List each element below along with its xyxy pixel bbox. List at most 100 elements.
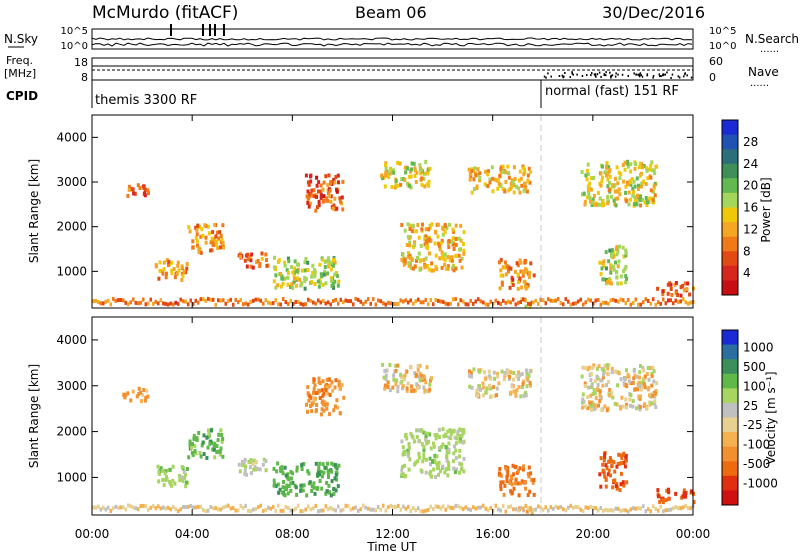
echo-cell: [493, 376, 496, 381]
echo-cell: [143, 191, 147, 196]
echo-cell: [178, 478, 182, 483]
echo-cell: [124, 300, 127, 305]
echo-cell: [527, 275, 531, 280]
echo-cell: [451, 459, 455, 464]
echo-cell: [219, 245, 222, 250]
echo-cell: [689, 300, 692, 305]
echo-cell: [257, 297, 260, 302]
echo-cell: [334, 473, 338, 478]
echo-cell: [326, 391, 330, 396]
echo-cell: [459, 505, 462, 510]
echo-cell: [318, 262, 322, 267]
echo-cell: [335, 477, 339, 482]
echo-cell: [504, 509, 507, 514]
echo-cell: [622, 381, 626, 386]
date-label: 30/Dec/2016: [602, 3, 705, 22]
cpid-label: CPID: [6, 89, 38, 103]
echo-cell: [339, 297, 342, 302]
nave-dot: [571, 72, 573, 75]
echo-cell: [608, 459, 612, 464]
echo-cell: [629, 182, 633, 187]
echo-cell: [580, 192, 584, 197]
echo-cell: [619, 297, 622, 302]
echo-cell: [488, 383, 491, 388]
echo-cell: [438, 256, 442, 261]
echo-cell: [359, 507, 362, 512]
echo-cell: [254, 460, 258, 465]
colorbar-tick-label: 1000: [743, 340, 774, 354]
echo-cell: [447, 241, 450, 246]
echo-cell: [614, 260, 617, 265]
echo-cell: [447, 441, 451, 446]
echo-cell: [319, 195, 323, 200]
echo-cell: [506, 164, 510, 169]
nave-dot: [591, 72, 593, 75]
echo-cell: [382, 301, 385, 306]
nave-dot: [547, 72, 549, 75]
echo-cell: [581, 405, 584, 410]
echo-cell: [418, 378, 422, 383]
echo-cell: [311, 263, 315, 268]
echo-cell: [317, 203, 321, 208]
echo-cell: [621, 404, 625, 409]
echo-cell: [267, 505, 270, 510]
echo-cell: [333, 196, 337, 201]
echo-cell: [162, 301, 165, 306]
echo-cell: [645, 372, 649, 376]
echo-cell: [290, 265, 294, 269]
echo-cell: [218, 230, 222, 235]
echo-cell: [334, 471, 338, 475]
echo-cell: [674, 491, 678, 496]
echo-cell: [441, 427, 445, 432]
nave-dot: [569, 76, 571, 79]
echo-cell: [326, 183, 330, 188]
echo-cell: [408, 457, 412, 462]
echo-cell: [517, 493, 521, 498]
echo-cell: [307, 196, 311, 201]
echo-cell: [641, 181, 645, 186]
echo-cell: [259, 503, 262, 508]
echo-cell: [609, 281, 613, 286]
echo-cell: [654, 302, 657, 307]
echo-cell: [600, 408, 604, 413]
echo-cell: [523, 480, 527, 485]
echo-cell: [440, 238, 444, 243]
echo-cell: [604, 484, 608, 489]
echo-cell: [322, 194, 326, 199]
echo-cell: [521, 382, 525, 386]
echo-cell: [659, 301, 662, 306]
echo-cell: [252, 298, 255, 303]
echo-cell: [327, 300, 330, 305]
echo-cell: [119, 505, 122, 510]
echo-cell: [156, 464, 160, 469]
echo-cell: [200, 227, 204, 232]
echo-cell: [160, 269, 164, 274]
echo-cell: [589, 378, 593, 382]
echo-cell: [628, 379, 631, 384]
echo-cell: [650, 374, 654, 379]
echo-cell: [428, 225, 432, 230]
echo-cell: [506, 469, 510, 474]
echo-cell: [478, 171, 482, 176]
echo-cell: [397, 503, 400, 508]
echo-cell: [206, 224, 210, 229]
echo-cell: [291, 285, 295, 290]
echo-cell: [679, 299, 682, 304]
echo-cell: [503, 260, 507, 265]
echo-cell: [122, 298, 125, 303]
echo-cell: [269, 506, 272, 511]
echo-cell: [282, 480, 285, 484]
echo-cell: [206, 445, 210, 450]
echo-cell: [157, 479, 161, 484]
echo-cell: [333, 279, 337, 284]
echo-cell: [159, 506, 162, 511]
echo-cell: [183, 475, 187, 480]
echo-cell: [201, 440, 205, 445]
freq-traces: [92, 65, 693, 79]
echo-cell: [505, 264, 509, 269]
echo-cell: [513, 269, 517, 274]
echo-cell: [484, 302, 487, 307]
echo-cell: [417, 374, 421, 379]
echo-cell: [283, 487, 287, 492]
echo-cell: [177, 268, 181, 273]
